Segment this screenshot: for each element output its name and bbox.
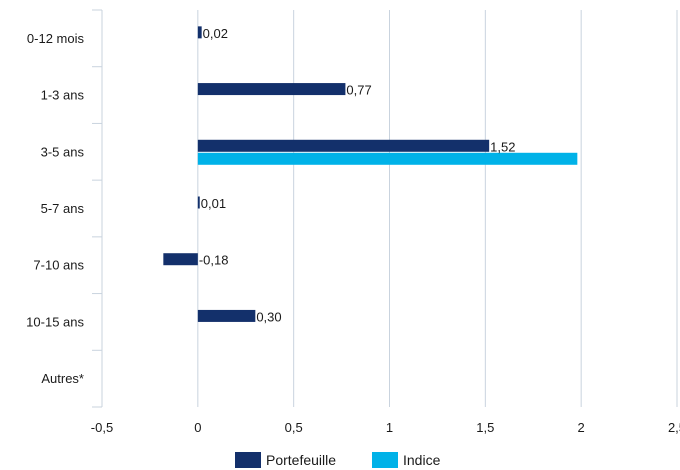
- x-tick-label: 2,5: [668, 420, 680, 435]
- category-label-autres: Autres*: [41, 371, 84, 386]
- bar-portefeuille-10-15-ans: [197, 309, 256, 322]
- x-tick-label: 2: [578, 420, 585, 435]
- legend-label-portefeuille: Portefeuille: [266, 452, 336, 468]
- legend-label-indice: Indice: [403, 452, 441, 468]
- data-labels: 0,02 0,77 1,52 0,01 -0,18 0,30: [199, 26, 516, 325]
- category-label-10-15-ans: 10-15 ans: [26, 314, 84, 329]
- category-label-7-10-ans: 7-10 ans: [33, 258, 84, 273]
- data-label-portefeuille-1-3-ans: 0,77: [346, 83, 371, 98]
- category-label-1-3-ans: 1-3 ans: [41, 88, 85, 103]
- x-tick-label: -0,5: [91, 420, 113, 435]
- bar-portefeuille-1-3-ans: [197, 83, 346, 96]
- data-label-portefeuille-7-10-ans: -0,18: [199, 253, 229, 268]
- bar-portefeuille-3-5-ans: [197, 139, 490, 152]
- legend-swatch-indice: [372, 452, 398, 468]
- x-tick-label: 1: [386, 420, 393, 435]
- category-label-0-12-mois: 0-12 mois: [27, 31, 85, 46]
- y-axis: [92, 9, 103, 408]
- legend-swatch-portefeuille: [235, 452, 261, 468]
- x-tick-label: 0: [194, 420, 201, 435]
- legend: Portefeuille Indice: [235, 452, 441, 468]
- x-tick-label: 1,5: [476, 420, 494, 435]
- data-label-portefeuille-3-5-ans: 1,52: [490, 139, 515, 154]
- category-label-3-5-ans: 3-5 ans: [41, 144, 85, 159]
- grid-lines: [197, 10, 678, 407]
- bar-portefeuille-7-10-ans: [163, 253, 198, 266]
- bar-portefeuille-0-12-mois: [197, 26, 202, 39]
- data-label-portefeuille-0-12-mois: 0,02: [203, 26, 228, 41]
- bar-portefeuille-5-7-ans: [197, 196, 200, 209]
- x-tick-labels: -0,5 0 0,5 1 1,5 2 2,5: [91, 420, 680, 435]
- bar-indice-3-5-ans: [197, 152, 578, 165]
- category-label-5-7-ans: 5-7 ans: [41, 201, 85, 216]
- category-labels: 0-12 mois 1-3 ans 3-5 ans 5-7 ans 7-10 ans 10…: [26, 31, 84, 386]
- data-label-portefeuille-5-7-ans: 0,01: [201, 196, 226, 211]
- bars: [163, 26, 578, 322]
- x-tick-label: 0,5: [285, 420, 303, 435]
- data-label-portefeuille-10-15-ans: 0,30: [256, 309, 281, 324]
